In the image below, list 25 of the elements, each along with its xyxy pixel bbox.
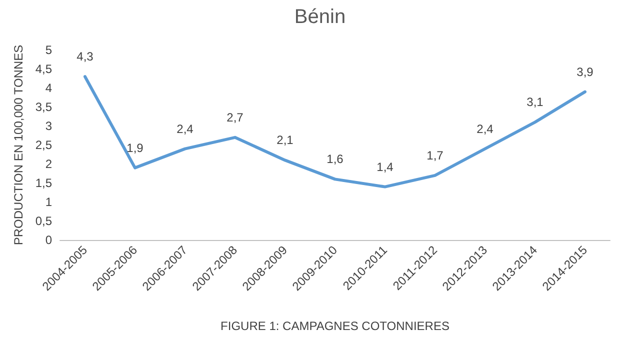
data-label: 1,4 (376, 160, 394, 174)
y-tick-label: 3,5 (35, 100, 52, 114)
y-tick-label: 1 (45, 195, 52, 209)
x-axis-title: FIGURE 1: CAMPAGNES COTONNIERES (220, 319, 450, 333)
data-label: 2,7 (226, 110, 244, 124)
y-tick-label: 5 (45, 43, 52, 57)
y-tick-label: 4 (45, 81, 52, 95)
data-label: 1,6 (326, 152, 344, 166)
y-tick-label: 1,5 (35, 176, 52, 190)
y-tick-label: 3 (45, 119, 52, 133)
data-label: 3,1 (526, 95, 544, 110)
data-label: 3,9 (576, 64, 594, 79)
data-label: 2,4 (176, 122, 194, 136)
data-label: 1,9 (126, 140, 144, 155)
data-label: 2,4 (476, 122, 494, 136)
y-tick-label: 2 (45, 157, 52, 171)
y-tick-label: 4,5 (35, 62, 52, 76)
y-tick-label: 0 (45, 233, 52, 247)
y-tick-label: 2,5 (35, 138, 52, 152)
chart-title: Bénin (294, 6, 346, 28)
y-axis-title: PRODUCTION EN 100,000 TONNES (11, 44, 26, 246)
data-label: 2,1 (276, 133, 294, 148)
data-label: 1,7 (426, 148, 444, 162)
y-tick-label: 0,5 (35, 214, 52, 228)
data-label: 4,3 (76, 50, 94, 64)
